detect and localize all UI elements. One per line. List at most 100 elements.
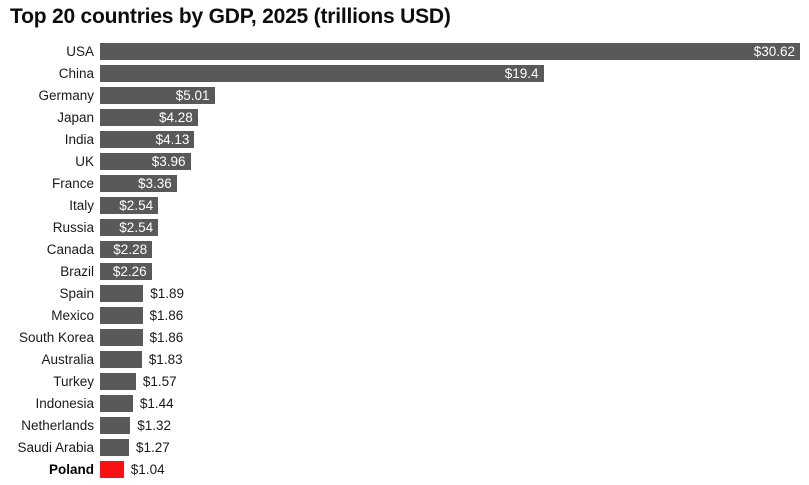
bar-track: $3.36 [100,174,809,192]
bar-track: $1.44 [100,394,809,412]
category-label: Brazil [60,263,94,279]
value-label: $1.86 [149,329,184,345]
chart-row: Japan $4.28 [0,106,809,128]
bar-track: $1.32 [100,416,809,434]
category-label: UK [75,153,94,169]
gdp-bar-chart: Top 20 countries by GDP, 2025 (trillions… [0,5,809,485]
value-label: $4.28 [159,109,193,125]
chart-row: Saudi Arabia $1.27 [0,436,809,458]
bar-track: $30.62 [100,42,809,60]
value-label: $2.28 [113,241,148,257]
category-label: Saudi Arabia [17,439,94,455]
bar [100,394,133,412]
bar-track: $1.27 [100,438,809,456]
chart-row: USA $30.62 [0,40,809,62]
value-label: $2.54 [119,219,154,235]
value-label: $1.86 [149,307,184,323]
bar: $3.96 [100,152,191,170]
value-label: $1.83 [148,351,183,367]
bar-track: $19.4 [100,64,809,82]
chart-row: Spain $1.89 [0,282,809,304]
chart-row: Indonesia $1.44 [0,392,809,414]
value-label: $3.96 [151,153,186,169]
bar: $5.01 [100,86,215,104]
bar-track: $4.13 [100,130,809,148]
bar: $2.26 [100,262,152,280]
category-label: Italy [69,197,94,213]
bar: $3.36 [100,174,177,192]
bar [100,284,144,302]
category-label: Turkey [53,373,94,389]
chart-row: Netherlands $1.32 [0,414,809,436]
chart-row: France $3.36 [0,172,809,194]
category-label: Russia [52,219,94,235]
value-label: $1.89 [150,285,184,301]
category-label: France [51,175,94,191]
chart-row: India $4.13 [0,128,809,150]
value-label: $1.57 [142,373,177,389]
value-label: $1.44 [139,395,174,411]
bar: $30.62 [100,42,800,60]
chart-row: UK $3.96 [0,150,809,172]
bar [100,350,142,368]
bar: $4.28 [100,108,198,126]
chart-row: Germany $5.01 [0,84,809,106]
value-label: $1.04 [130,461,165,477]
category-label: Canada [46,241,94,257]
category-label: Japan [57,109,94,125]
bar [100,372,136,390]
bar-track: $2.28 [100,240,809,258]
bar: $4.13 [100,130,195,148]
bar: $2.54 [100,218,159,236]
chart-row: Brazil $2.26 [0,260,809,282]
category-label: Spain [59,285,94,301]
chart-row: Turkey $1.57 [0,370,809,392]
chart-row: Russia $2.54 [0,216,809,238]
bar [100,328,143,346]
bar-chart-area: USA $30.62 China $19.4 Germany $5.01 Jap… [0,40,809,480]
category-label: USA [66,43,94,59]
category-label: China [58,65,94,81]
bar [100,438,129,456]
bar-track: $1.83 [100,350,809,368]
category-label: Mexico [51,307,94,323]
bar [100,416,131,434]
value-label: $3.36 [138,175,172,191]
category-label: Germany [38,87,94,103]
bar: $2.54 [100,196,159,214]
category-label: Indonesia [35,395,94,411]
bar-track: $5.01 [100,86,809,104]
value-label: $1.32 [137,417,171,433]
chart-row: Canada $2.28 [0,238,809,260]
bar-track: $2.54 [100,196,809,214]
bar-track: $1.89 [100,284,809,302]
bar: $19.4 [100,64,544,82]
bar: $2.28 [100,240,153,258]
value-label: $2.54 [119,197,154,213]
bar-track: $1.86 [100,306,809,324]
chart-row: Australia $1.83 [0,348,809,370]
bar-track: $4.28 [100,108,809,126]
value-label: $2.26 [112,263,147,279]
category-label: South Korea [18,329,94,345]
bar [100,460,124,478]
category-label: Poland [48,461,94,477]
category-label: India [64,131,94,147]
bar-track: $1.86 [100,328,809,346]
chart-row: South Korea $1.86 [0,326,809,348]
chart-row: Italy $2.54 [0,194,809,216]
bar-track: $1.04 [100,460,809,478]
value-label: $19.4 [504,65,539,81]
category-label: Australia [41,351,94,367]
bar [100,306,143,324]
bar-track: $2.26 [100,262,809,280]
chart-row: Poland $1.04 [0,458,809,480]
chart-row: China $19.4 [0,62,809,84]
value-label: $1.27 [136,439,170,455]
bar-track: $2.54 [100,218,809,236]
category-label: Netherlands [21,417,94,433]
chart-title: Top 20 countries by GDP, 2025 (trillions… [10,5,451,28]
value-label: $30.62 [753,43,795,59]
value-label: $5.01 [175,87,210,103]
chart-row: Mexico $1.86 [0,304,809,326]
